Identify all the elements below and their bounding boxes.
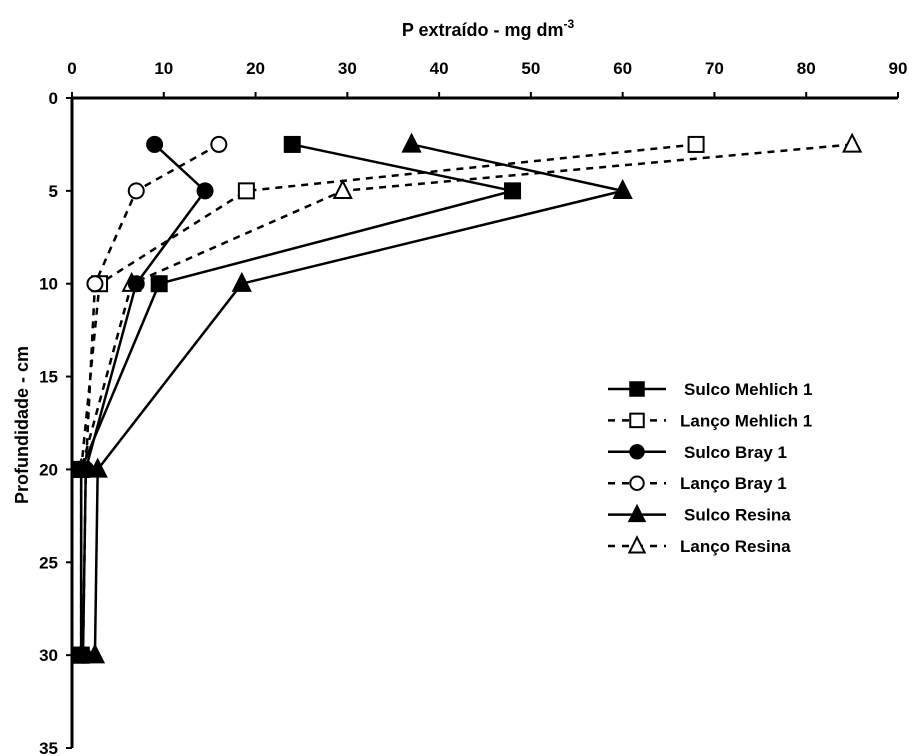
legend-marker [629,412,645,429]
x-tick-label: 90 [889,59,908,78]
data-point [150,275,168,293]
legend-marker [629,444,645,460]
data-point [84,643,106,664]
legend-item: Sulco Resina [608,503,791,525]
y-tick-label: 15 [39,368,58,387]
series-0 [72,135,522,664]
y-tick-label: 0 [49,89,58,108]
legend-label: Sulco Bray 1 [684,443,787,462]
data-point [87,457,108,478]
legend-marker [629,381,645,397]
series-line [79,143,697,656]
legend-label: Sulco Resina [684,506,791,525]
data-point [231,271,252,292]
data-point [687,135,705,153]
data-point [196,182,214,200]
x-tick-label: 40 [430,59,449,78]
legend-label: Lanço Mehlich 1 [680,411,812,430]
legend: Sulco Mehlich 1 Lanço Mehlich 1 Sulco Bray… [608,380,812,556]
data-point [146,135,164,153]
y-axis-title: Profundidade - cm [12,346,32,504]
data-point [504,182,522,200]
data-point [127,275,145,293]
x-tick-label: 10 [154,59,173,78]
y-tick-label: 35 [39,739,58,756]
legend-marker [627,535,647,554]
data-point [210,135,228,153]
series-line [93,143,623,656]
series-2 [74,135,214,664]
x-tick-label: 0 [67,59,76,78]
legend-marker [629,475,645,491]
x-tick-label: 60 [613,59,632,78]
series-1 [72,135,705,664]
data-point [401,132,422,153]
series-line [79,143,513,656]
y-tick-label: 5 [49,182,58,201]
x-tick-label: 80 [797,59,816,78]
x-tick-label: 50 [521,59,540,78]
x-tick-label: 70 [705,59,724,78]
data-point [612,179,633,200]
data-point [237,182,255,200]
legend-item: Sulco Mehlich 1 [608,380,812,399]
data-point [283,135,301,153]
y-tick-label: 20 [39,460,58,479]
data-point [127,182,145,200]
x-axis-title: P extraído - mg dm-3 [402,17,575,40]
y-tick-label: 25 [39,553,58,572]
legend-label: Lanço Resina [680,537,791,556]
legend-label: Sulco Mehlich 1 [684,380,812,399]
data-point [841,132,863,153]
x-tick-label: 20 [246,59,265,78]
axes: 0 10 20 30 40 50 60 70 80 90 0 5 10 15 20 25 30 35 [39,59,907,756]
series-layer [71,132,863,664]
y-tick-label: 10 [39,275,58,294]
data-point [332,179,353,200]
legend-item: Sulco Bray 1 [608,443,787,462]
legend-label: Lanço Bray 1 [680,474,787,493]
y-tick-label: 30 [39,646,58,665]
legend-item: Lanço Resina [608,535,791,556]
data-point [86,275,104,293]
x-tick-label: 30 [338,59,357,78]
legend-marker [627,503,647,523]
legend-item: Lanço Mehlich 1 [608,411,812,430]
legend-item: Lanço Bray 1 [608,474,787,493]
series-4 [84,132,633,664]
